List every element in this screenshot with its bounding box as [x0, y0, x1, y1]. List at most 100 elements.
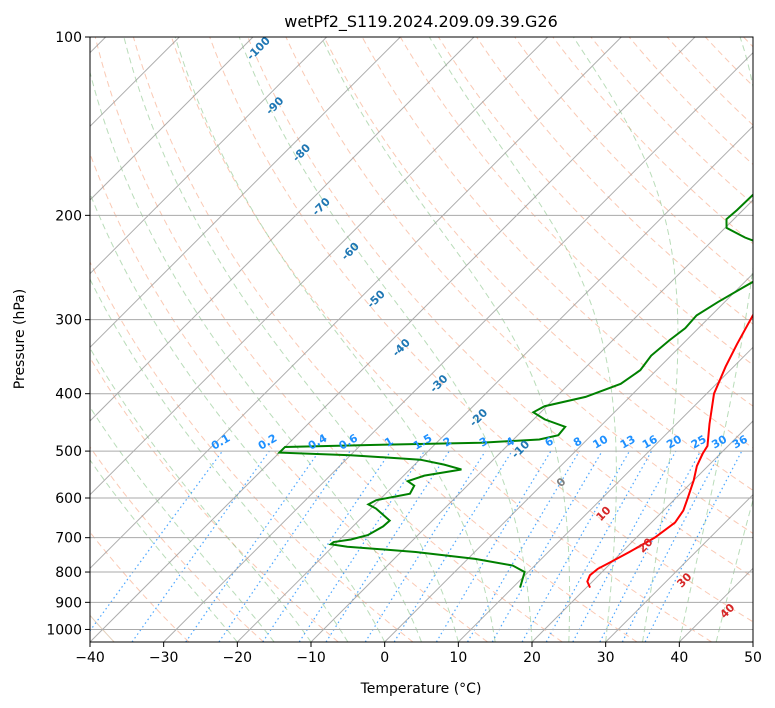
x-axis-label: Temperature (°C): [360, 681, 482, 697]
dry-adiabat-line: [590, 37, 753, 205]
mixing-ratio-label: 30: [709, 432, 729, 451]
mixing-ratio-line: [90, 450, 223, 632]
mixing-ratio-line: [466, 450, 580, 642]
mixing-ratio-label: 8: [571, 435, 584, 450]
dry-adiabat-line: [209, 37, 753, 623]
moist-adiabat-line: [320, 37, 571, 642]
x-tick-label: −40: [75, 650, 105, 666]
y-tick-label: 800: [55, 565, 82, 581]
y-axis-label: Pressure (hPa): [12, 289, 28, 389]
isotherm-line: [90, 37, 401, 349]
dry-adiabat-line: [247, 37, 753, 578]
mixing-ratio-line: [218, 450, 351, 642]
mixing-ratio-label: 13: [618, 433, 638, 452]
moist-adiabat-line: [123, 37, 459, 642]
x-tick-label: 40: [670, 650, 688, 666]
moist-adiabat-line: [90, 192, 386, 642]
moist-adiabat-line: [90, 70, 422, 642]
y-tick-label: 900: [55, 595, 82, 611]
y-tick-label: 100: [55, 30, 82, 46]
mixing-ratio-label: 1.5: [411, 432, 434, 453]
dry-adiabat-line: [171, 37, 713, 642]
isotherm-line: [678, 567, 753, 642]
mixing-ratio-line: [572, 450, 677, 642]
moist-adiabat-line: [90, 347, 312, 642]
moist-adiabat-line: [238, 37, 533, 642]
isotherm-label: 30: [674, 570, 694, 590]
y-tick-label: 600: [55, 491, 82, 507]
mixing-ratio-label: 2: [441, 435, 454, 450]
isotherm-line: [457, 346, 753, 642]
mixing-ratio-label: 0.1: [209, 432, 232, 453]
dry-adiabat-line: [438, 37, 753, 366]
isotherm-line: [90, 37, 328, 275]
dry-adiabat-line: [90, 446, 264, 642]
isotherm-line: [90, 37, 254, 201]
moist-adiabat-line: [90, 406, 275, 642]
isotherm-line: [752, 641, 753, 642]
isotherm-line: [605, 493, 753, 642]
moist-adiabat-line: [572, 37, 679, 642]
mixing-ratio-line: [262, 450, 392, 642]
x-tick-label: 10: [449, 650, 467, 666]
isotherm-line: [310, 199, 753, 642]
mixing-ratio-label: 10: [591, 432, 611, 451]
moist-adiabat-line: [678, 37, 753, 642]
dry-adiabat-line: [90, 531, 190, 642]
mixing-ratio-label: 36: [730, 432, 750, 451]
mixing-ratio-label: 20: [664, 432, 684, 451]
temperature-profile-line: [586, 313, 753, 589]
isotherm-line: [384, 272, 753, 642]
isotherm-line: [90, 37, 622, 570]
x-tick-label: −20: [223, 650, 253, 666]
dry-adiabat-line: [666, 37, 753, 126]
mixing-ratio-line: [599, 450, 702, 642]
y-tick-label: 700: [55, 531, 82, 547]
dry-adiabat-line: [323, 37, 753, 491]
reference-labels: 0.1 0.2 0.4 0.6 1 1.5 2 3 4 6 8 10 13 16 20 25 30 36-100-…: [209, 34, 750, 621]
dry-adiabat-line: [514, 37, 753, 285]
isotherm-label: 10: [594, 504, 614, 524]
mixing-ratio-label: 0.2: [256, 432, 279, 453]
mixing-ratio-label: 0.4: [306, 431, 330, 452]
x-tick-label: 0: [380, 650, 389, 666]
mixing-ratio-line: [185, 450, 320, 642]
dry-adiabat-line: [90, 356, 339, 642]
dry-adiabat-line: [90, 152, 488, 642]
dewpoint-profile-line: [277, 193, 753, 588]
isotherm-line: [236, 125, 753, 642]
y-tick-label: 1000: [46, 622, 82, 638]
dry-adiabat-line: [552, 37, 753, 245]
mixing-ratio-line: [521, 450, 631, 642]
y-tick-label: 300: [55, 313, 82, 329]
mixing-ratio-line: [435, 450, 552, 642]
grid-lines: [90, 37, 753, 642]
mixing-ratio-line: [131, 450, 270, 642]
y-tick-label: 400: [55, 387, 82, 403]
plot-frame: [89, 36, 754, 643]
mixing-ratio-line: [298, 450, 425, 642]
chart-title: wetPf2_S119.2024.209.09.39.G26: [284, 12, 558, 32]
x-tick-label: 30: [597, 650, 615, 666]
isotherm-label: -100: [244, 34, 273, 63]
axes: −40 −30 −20 −10 0 10 20 30 40 50 100 200 300 400 500 60…: [46, 30, 762, 666]
profile-series: [277, 193, 753, 589]
moist-adiabat-line: [90, 278, 349, 642]
mixing-ratio-line: [364, 450, 486, 642]
isotherm-label: 40: [717, 601, 737, 621]
mixing-ratio-label: 16: [640, 432, 660, 451]
x-tick-label: −10: [296, 650, 326, 666]
isotherm-line: [90, 37, 475, 422]
mixing-ratio-label: 1: [382, 435, 395, 450]
x-tick-label: −30: [149, 650, 179, 666]
isotherm-line: [90, 37, 696, 642]
mixing-ratio-line: [325, 450, 450, 642]
dry-adiabat-line: [94, 37, 563, 642]
moist-adiabat-line: [428, 37, 617, 642]
isotherm-line: [531, 420, 753, 642]
isotherm-line: [163, 51, 753, 642]
y-tick-label: 200: [55, 208, 82, 224]
moist-adiabat-line: [715, 498, 753, 642]
dry-adiabat-line: [285, 37, 753, 535]
